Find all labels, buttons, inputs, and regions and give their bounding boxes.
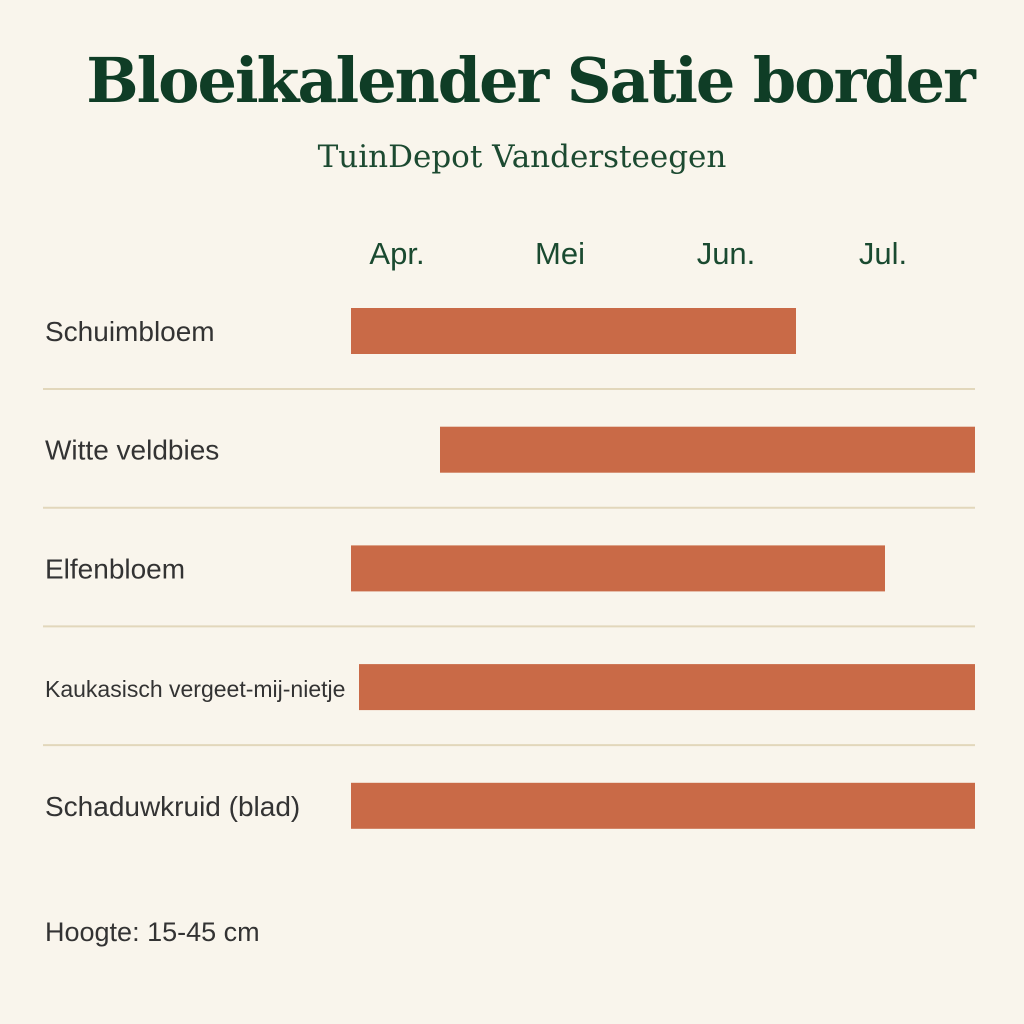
- row-label-schaduwkruid-blad: Schaduwkruid (blad): [45, 791, 300, 822]
- row-label-witte-veldbies: Witte veldbies: [45, 435, 219, 466]
- row-labels: Schuimbloem Witte veldbies Elfenbloem Kauka…: [45, 316, 345, 822]
- bloom-bars: [351, 308, 975, 829]
- chart-subtitle: TuinDepot Vandersteegen: [317, 139, 727, 175]
- bloom-bar-schuimbloem: [351, 308, 796, 354]
- month-label-apr: Apr.: [369, 236, 424, 271]
- month-label-mei: Mei: [535, 236, 585, 271]
- bloom-bar-schaduwkruid-blad: [351, 782, 975, 829]
- chart-title: Bloeikalender Satie border: [86, 44, 976, 117]
- height-note: Hoogte: 15-45 cm: [45, 917, 260, 947]
- row-label-elfenbloem: Elfenbloem: [45, 553, 185, 584]
- bloom-bar-kaukasisch-vergeet-mij-nietje: [359, 664, 975, 711]
- row-dividers: [43, 388, 975, 747]
- bloom-bar-elfenbloem: [351, 545, 885, 592]
- month-label-jun: Jun.: [697, 236, 756, 271]
- row-label-kaukasisch-vergeet-mij-nietje: Kaukasisch vergeet-mij-nietje: [45, 676, 345, 702]
- bloom-bar-witte-veldbies: [440, 426, 975, 473]
- month-label-jul: Jul.: [859, 236, 907, 271]
- month-axis: Apr. Mei Jun. Jul.: [369, 236, 907, 271]
- row-label-schuimbloem: Schuimbloem: [45, 316, 215, 347]
